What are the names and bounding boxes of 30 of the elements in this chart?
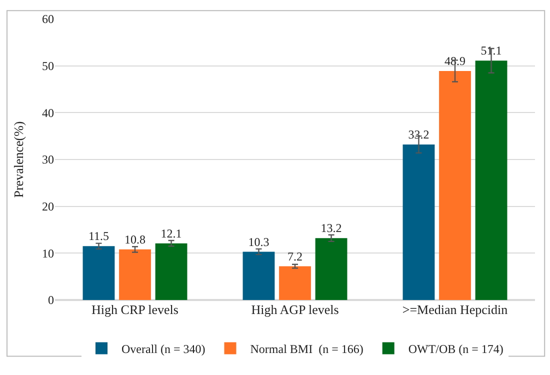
y-axis-title: Prevalence(%) (10, 121, 26, 198)
y-tick-label: 60 (42, 12, 54, 26)
y-tick-label: 50 (42, 59, 54, 74)
bar (82, 246, 115, 300)
y-tick-label: 40 (42, 106, 54, 120)
y-tick-label: 30 (42, 152, 54, 167)
data-label: 7.2 (288, 249, 302, 264)
data-label: 10.8 (124, 232, 146, 246)
data-label: 33.2 (408, 128, 430, 142)
legend-label: OWT/OB (n = 174) (408, 342, 504, 356)
bar (475, 60, 508, 300)
bar (439, 70, 471, 300)
y-tick-label: 0 (48, 293, 54, 308)
bar (402, 144, 435, 300)
bar (242, 252, 275, 300)
x-tick-label: High AGP levels (251, 302, 339, 317)
data-label: 10.3 (248, 234, 270, 249)
y-tick-label: 10 (42, 246, 54, 260)
legend-label: Normal BMI (n = 166) (250, 342, 364, 356)
bar (119, 249, 151, 300)
x-tick-label: >=Median Hepcidin (402, 302, 508, 317)
x-tick-label: High CRP levels (92, 302, 178, 317)
data-label: 12.1 (160, 226, 182, 240)
bar (315, 238, 348, 300)
data-label: 13.2 (320, 221, 342, 236)
legend-label: Overall (n = 340) (122, 342, 206, 356)
bar (155, 243, 188, 300)
data-label: 11.5 (88, 229, 110, 244)
y-tick-label: 20 (42, 200, 54, 214)
bar (279, 266, 311, 300)
